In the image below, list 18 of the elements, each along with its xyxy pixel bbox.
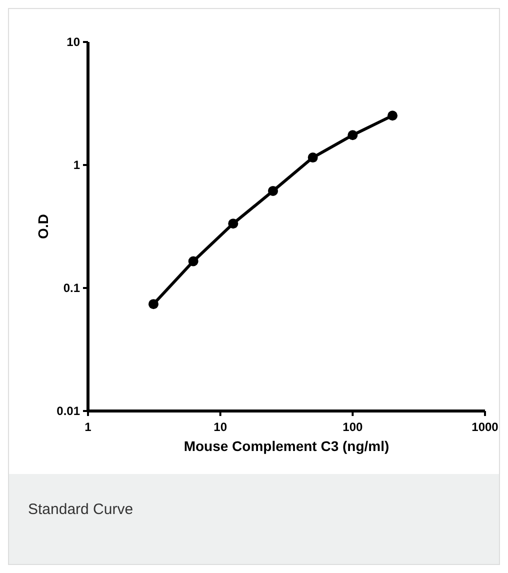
y-tick-label: 0.1 xyxy=(63,281,80,295)
point xyxy=(188,256,198,266)
x-tick-label: 1000 xyxy=(472,420,499,434)
x-tick-label: 100 xyxy=(342,420,363,434)
y-tick-label: 1 xyxy=(73,158,80,172)
x-tick-label: 1 xyxy=(84,420,92,434)
y-axis-title: O.D xyxy=(35,214,51,239)
point xyxy=(228,218,238,229)
point xyxy=(348,130,358,140)
point xyxy=(388,110,398,121)
y-tick-label: 0.01 xyxy=(56,404,80,418)
point xyxy=(148,299,158,310)
text: Standard Curve xyxy=(28,501,134,518)
point xyxy=(268,186,278,196)
x-axis-title: Mouse Complement C3 (ng/ml) xyxy=(184,438,390,454)
point xyxy=(308,152,318,163)
y-tick-label: 10 xyxy=(66,35,80,49)
x-tick-label: 10 xyxy=(214,420,228,434)
